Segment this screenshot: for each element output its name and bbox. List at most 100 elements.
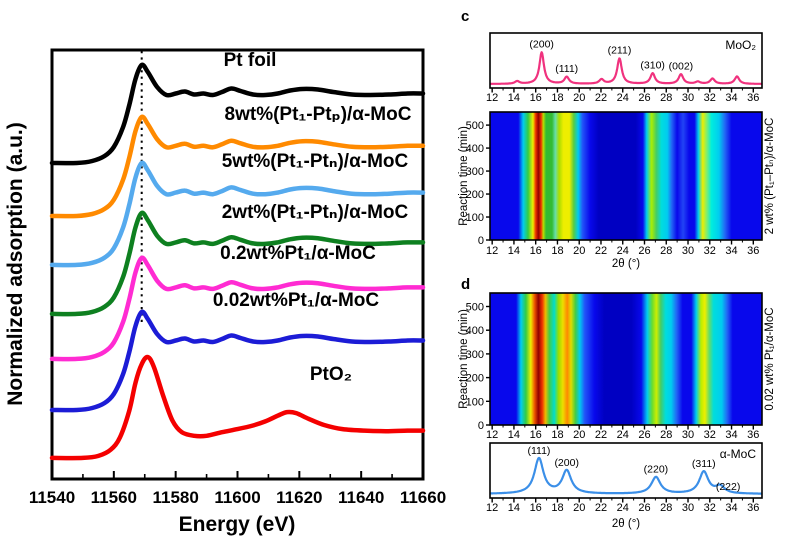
- moo2-tick-label: 20: [573, 92, 585, 104]
- amoc-tick-label: 24: [617, 502, 629, 514]
- heatc-y-tick-label: 500: [466, 120, 484, 132]
- heatd-y-tick-label: 0: [478, 420, 484, 432]
- moo2-tick-label: 30: [682, 92, 694, 104]
- amoc-tick-label: 36: [747, 502, 759, 514]
- xanes-curve-4: [49, 210, 426, 317]
- xanes-curve-3: [49, 160, 426, 268]
- xanes-curve-7: [49, 354, 426, 461]
- heatc-y-tick-label: 300: [466, 166, 484, 178]
- panel-letter-d: d: [461, 276, 470, 293]
- heatd-tick-label: 18: [551, 429, 563, 441]
- amoc-tick-label: 34: [725, 502, 737, 514]
- heatc-tick-label: 12: [486, 245, 498, 257]
- xanes-y-axis-title: Normalized adsorption (a.u.): [4, 122, 27, 406]
- heatc-frame: [489, 111, 763, 241]
- amoc-x-axis-title: 2θ (°): [612, 518, 640, 530]
- moo2-frame: [489, 32, 763, 89]
- xanes-curve-2: [49, 114, 426, 219]
- heatc-tick-label: 28: [660, 245, 672, 257]
- amoc-tick-label: 26: [638, 502, 650, 514]
- heatd-heatmap: [490, 293, 762, 425]
- heatc-tick-label: 36: [747, 245, 759, 257]
- heatd-frame: [489, 292, 763, 426]
- amoc-title: α-MoC: [720, 447, 757, 461]
- heatc-tick-label: 18: [551, 245, 563, 257]
- heatc-y-tick-label: 200: [466, 189, 484, 201]
- x-tick-label: 11620: [276, 488, 322, 507]
- xanes-panel: Pt foil 8wt%(Pt₁-Ptₚ)/α-MoC 5wt%(Pt₁-Ptₙ)/…: [4, 48, 446, 536]
- moo2-tick-label: 36: [747, 92, 759, 104]
- xanes-curve-1: [49, 62, 426, 166]
- moo2-tick-label: 26: [638, 92, 650, 104]
- heatd-y-tick-label: 100: [466, 396, 484, 408]
- moo2-peak-label: (310): [640, 59, 665, 71]
- heatmap-c-x-axis-title: 2θ (°): [612, 258, 640, 270]
- xanes-curve-label-2: 8wt%(Pt₁-Ptₚ)/α-MoC: [225, 104, 412, 125]
- moo2-tick-label: 28: [660, 92, 672, 104]
- heatc-tick-label: 26: [638, 245, 650, 257]
- amoc-tick-label: 28: [660, 502, 672, 514]
- moo2-tick-label: 34: [725, 92, 737, 104]
- heatc-tick-label: 34: [725, 245, 737, 257]
- amoc-tick-label: 14: [508, 502, 520, 514]
- moo2-peak-label: (200): [529, 38, 554, 50]
- x-tick-label: 11660: [400, 488, 446, 507]
- heatc-y-tick-label: 400: [466, 143, 484, 155]
- panel-letter-c: c: [461, 8, 469, 25]
- heatd-y-tick-label: 300: [466, 349, 484, 361]
- amoc-tick-label: 32: [704, 502, 716, 514]
- heatc-tick-label: 30: [682, 245, 694, 257]
- heatd-y-tick-label: 500: [466, 302, 484, 314]
- moo2-tick-label: 18: [551, 92, 563, 104]
- xanes-x-axis-title: Energy (eV): [179, 513, 296, 536]
- heatd-tick-label: 34: [725, 429, 737, 441]
- amoc-tick-label: 12: [486, 502, 498, 514]
- moo2-tick-label: 16: [530, 92, 542, 104]
- heatd-tick-label: 36: [747, 429, 759, 441]
- amoc-curve: [489, 456, 762, 495]
- xanes-curve-label-6: 0.02wt%Pt₁/α-MoC: [213, 290, 380, 311]
- heatd-y-tick-label: 200: [466, 373, 484, 385]
- heatc-y-tick-label: 0: [478, 235, 484, 247]
- xanes-curve-label-4: 2wt%(Pt₁-Ptₙ)/α-MoC: [222, 202, 409, 223]
- xanes-curve-label-1: Pt foil: [224, 50, 277, 71]
- moo2-tick-label: 24: [617, 92, 629, 104]
- moo2-tick-label: 32: [704, 92, 716, 104]
- xanes-curve-label-3: 5wt%(Pt₁-Ptₙ)/α-MoC: [222, 151, 409, 172]
- amoc-tick-label: 16: [530, 502, 542, 514]
- moo2-peak-label: (211): [608, 44, 632, 56]
- heatmap-c-right-label: 2 wt% (Pt₁–Ptₙ)/α-MoC: [764, 118, 776, 235]
- heatd-tick-label: 14: [508, 429, 520, 441]
- heatd-tick-label: 22: [595, 429, 607, 441]
- amoc-peak-label: (220): [644, 463, 669, 475]
- heatc-tick-label: 22: [595, 245, 607, 257]
- amoc-tick-label: 30: [682, 502, 694, 514]
- moo2-curve: [489, 51, 762, 85]
- heatmap-d-y-axis-title: Reaction time (min): [458, 309, 470, 409]
- heatc-tick-label: 14: [508, 245, 520, 257]
- heatd-tick-label: 26: [638, 429, 650, 441]
- amoc-tick-label: 20: [573, 502, 585, 514]
- amoc-peak-label: (111): [527, 445, 550, 457]
- amoc-peak-label: (222): [716, 481, 741, 493]
- heatc-tick-label: 24: [617, 245, 629, 257]
- heatd-tick-label: 24: [617, 429, 629, 441]
- moo2-tick-label: 12: [486, 92, 498, 104]
- moo2-peak-label: (002): [669, 60, 694, 72]
- moo2-tick-label: 22: [595, 92, 607, 104]
- amoc-frame: [489, 442, 763, 499]
- heatd-tick-label: 12: [486, 429, 498, 441]
- amoc-tick-label: 22: [595, 502, 607, 514]
- amoc-peak-label: (311): [692, 458, 716, 470]
- heatc-heatmap: [490, 112, 762, 240]
- moo2-tick-label: 14: [508, 92, 520, 104]
- heatd-y-tick-label: 400: [466, 325, 484, 337]
- amoc-peak-label: (200): [554, 457, 579, 469]
- xanes-curve-5: [49, 255, 426, 362]
- heatd-tick-label: 30: [682, 429, 694, 441]
- heatmap-c-y-axis-title: Reaction time (min): [458, 126, 470, 226]
- xrd-panels: c d (200) (111) (211) (310) (002) 12 14 16 18 20 2…: [458, 8, 776, 530]
- heatc-y-tick-label: 100: [466, 212, 484, 224]
- heatmap-d-right-label: 0.02 wt% Pt₁/α-MoC: [764, 307, 776, 410]
